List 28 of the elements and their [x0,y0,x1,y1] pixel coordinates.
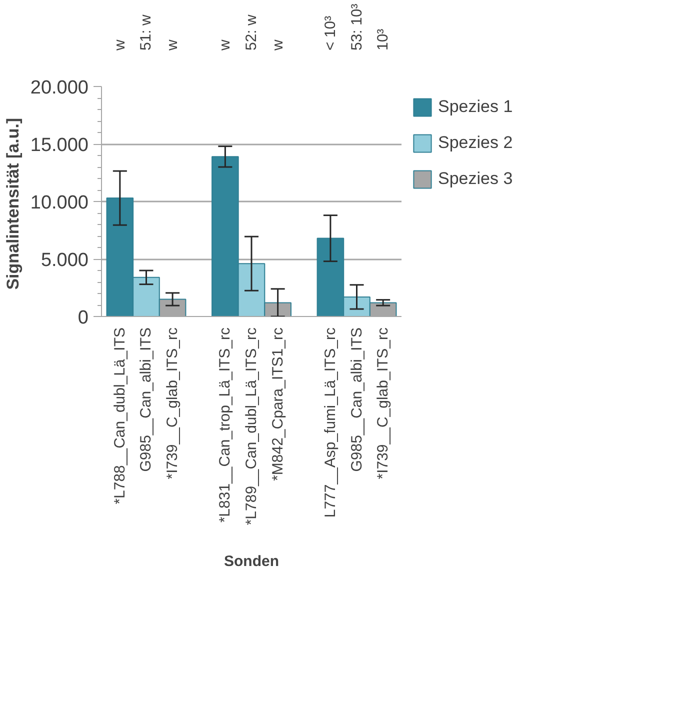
text: w [164,40,182,52]
text: 53: 10³ [348,4,366,50]
x-tick-label: G985__Can_albi_ITS [138,328,155,472]
y-axis-title: Signalintensität [a.u.] [3,118,22,290]
x-axis-title: Sonden [224,553,279,570]
x-tick-label: *L789__Can_dubl_Lä_ITS_rc [243,327,260,526]
legend-label: Spezies 1 [438,97,513,117]
y-tick-label: 15.000 [30,135,89,156]
x-tick-label: *L831__Can_trop_Lä_ITS_rc [216,327,234,523]
text: 10³ [374,28,392,50]
y-tick-label: 10.000 [30,192,89,214]
text: < 10³ [322,16,339,50]
legend-label: Spezies 3 [438,169,513,189]
text: w [111,40,128,52]
x-tick-label: *L788__Can_dubl_Lä_ITS [111,327,128,504]
legend-label: Spezies 2 [438,133,513,153]
text: w [269,40,286,52]
y-tick-label: 20.000 [30,78,89,98]
text: 52: w [243,14,260,50]
text: w [216,40,234,52]
x-tick-label: *I739__C_glab_ITS_rc [374,327,392,480]
x-tick-label: G985__Can_albi_ITS [348,328,366,472]
text: 51: w [138,14,155,50]
y-tick-label: 5.000 [40,250,88,271]
x-tick-label: L777__Asp_fumi_Lä_ITS_rc [322,327,339,518]
x-tick-label: *M842_Cpara_ITS1_rc [269,327,286,481]
x-tick-label: *I739__C_glab_ITS_rc [164,327,182,480]
y-tick-label: 0 [78,308,89,328]
